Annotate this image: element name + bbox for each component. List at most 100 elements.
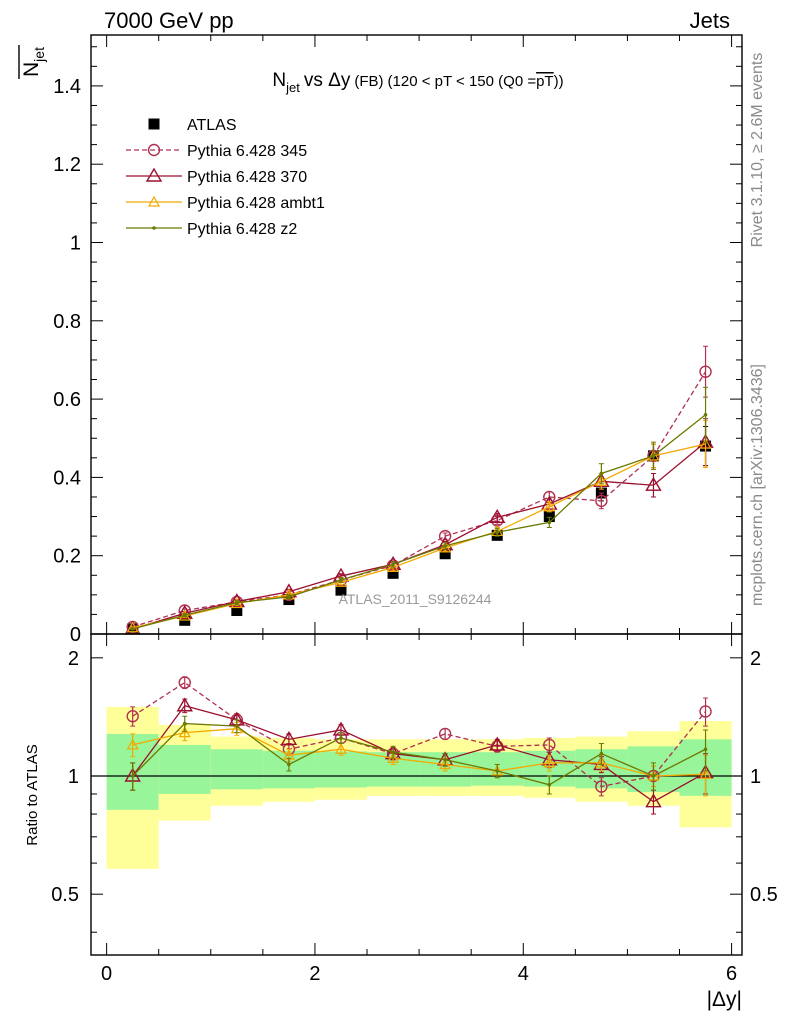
data-point <box>543 500 556 512</box>
data-point <box>126 621 139 633</box>
rivet-version-label: Rivet 3.1.10, ≥ 2.6M events <box>749 53 766 248</box>
data-point <box>645 476 662 491</box>
collision-label: 7000 GeV pp <box>104 8 234 33</box>
data-point <box>595 494 608 508</box>
legend-marker <box>145 167 163 182</box>
legend-entry: Pythia 6.428 345 <box>126 143 307 160</box>
analysis-watermark: ATLAS_2011_S9126244 <box>339 591 492 607</box>
legend-marker <box>148 118 160 130</box>
y-tick-label: 0.6 <box>53 389 81 411</box>
legend-marker <box>147 195 161 207</box>
y-axis-label: Njet <box>18 45 47 79</box>
series-line <box>132 443 706 629</box>
data-point <box>599 471 604 476</box>
series-line <box>132 728 706 777</box>
ratio-y-tick-label: 2 <box>750 648 761 670</box>
data-point <box>439 548 451 560</box>
data-point <box>231 605 243 617</box>
data-point <box>228 593 246 608</box>
data-point <box>547 520 552 525</box>
legend-marker <box>152 226 156 230</box>
ratio-plot-frame <box>90 633 743 956</box>
y-tick-label: 0 <box>70 624 81 646</box>
legend-label: ATLAS <box>187 117 237 134</box>
data-point <box>599 751 604 756</box>
x-tick-label: 6 <box>726 963 737 985</box>
y-tick-label: 1.2 <box>53 154 81 176</box>
data-point <box>283 594 295 606</box>
data-point <box>178 726 191 738</box>
series-line <box>132 371 707 628</box>
legend-label: Pythia 6.428 345 <box>187 143 307 160</box>
data-point <box>699 768 712 779</box>
data-point <box>703 747 708 752</box>
data-point <box>443 544 447 548</box>
x-tick-label: 2 <box>309 963 320 985</box>
ratio-axis-label: Ratio to ATLAS <box>24 744 41 845</box>
data-point <box>335 584 347 596</box>
data-point <box>595 780 608 793</box>
legend-marker <box>147 143 161 157</box>
y-tick-label: 0.2 <box>53 546 81 568</box>
data-point <box>126 710 139 723</box>
data-point <box>443 757 447 762</box>
uncertainty-band-green <box>210 749 263 790</box>
plot-title: Njet vs Δy (FB) (120 < pT < 150 (Q0 =pT)) <box>272 70 563 95</box>
data-point <box>543 511 555 523</box>
data-point <box>438 727 452 741</box>
data-point <box>339 736 343 740</box>
data-point <box>489 736 506 751</box>
data-point <box>280 730 298 746</box>
legend-label: Pythia 6.428 ambt1 <box>187 195 325 212</box>
ratio-y-tick-label: 0.5 <box>51 884 79 906</box>
data-point <box>391 750 395 754</box>
series-pythia-6-428-z2 <box>130 386 709 631</box>
data-point <box>699 705 712 718</box>
series-line <box>132 414 706 630</box>
y-tick-label: 1 <box>70 232 81 254</box>
data-point <box>334 743 348 754</box>
y-tick-label: 1.4 <box>53 76 81 98</box>
data-point <box>235 724 239 728</box>
x-tick-label: 0 <box>101 963 112 985</box>
data-point <box>182 721 187 726</box>
data-point <box>699 365 712 378</box>
legend-entry: ATLAS <box>148 117 237 134</box>
x-axis-label: |Δy| <box>707 988 742 1011</box>
process-label: Jets <box>690 8 730 33</box>
data-point <box>495 769 500 773</box>
data-point <box>651 774 656 778</box>
series-line <box>132 681 707 788</box>
data-point <box>703 412 708 417</box>
data-point <box>235 600 239 605</box>
data-point <box>130 774 135 778</box>
y-tick-label: 0.8 <box>53 311 81 333</box>
data-point <box>495 530 500 535</box>
data-point <box>339 578 343 582</box>
data-point <box>543 756 556 768</box>
data-point <box>287 595 291 599</box>
data-point <box>547 782 552 787</box>
data-point <box>391 562 395 567</box>
uncertainty-band-green <box>158 744 211 794</box>
data-point <box>543 738 556 752</box>
legend-entry: Pythia 6.428 370 <box>126 167 307 186</box>
y-tick-label: 0.4 <box>53 467 81 489</box>
ratio-y-tick-label: 1 <box>750 766 761 788</box>
data-point <box>176 604 193 619</box>
data-point <box>130 627 135 631</box>
data-point <box>651 454 656 458</box>
ratio-y-tick-label: 2 <box>68 648 79 670</box>
data-point <box>489 508 506 524</box>
series-line <box>132 722 706 786</box>
data-point <box>595 756 608 768</box>
legend-label: Pythia 6.428 370 <box>187 169 307 186</box>
data-point <box>699 437 712 449</box>
series-pythia-6-428-345 <box>126 345 712 634</box>
data-point <box>439 758 452 770</box>
data-point <box>595 475 608 486</box>
data-point <box>645 793 662 808</box>
svg-text:Njet: Njet <box>20 47 47 77</box>
data-point <box>182 613 187 618</box>
